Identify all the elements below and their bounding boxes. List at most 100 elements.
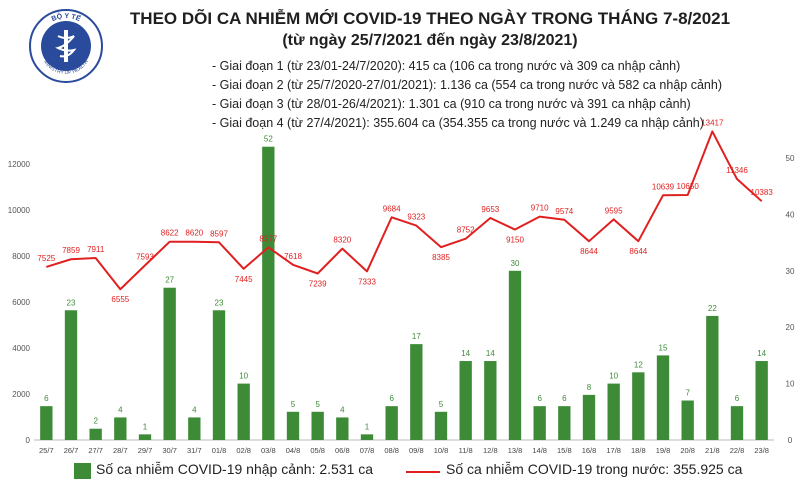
line-value-label: 9653 (481, 205, 499, 214)
x-axis-tick: 18/8 (631, 446, 646, 455)
phase-2-note: - Giai đoạn 2 (từ 25/7/2020-27/01/2021):… (212, 78, 722, 92)
legend-line-label: Số ca nhiễm COVID-19 trong nước: 355.925… (446, 461, 743, 477)
line-value-label: 9150 (506, 236, 524, 245)
bar-value-label: 14 (757, 349, 766, 358)
x-axis-tick: 14/8 (532, 446, 547, 455)
x-axis-tick: 13/8 (508, 446, 523, 455)
bar (582, 394, 596, 440)
chart-subtitle: (từ ngày 25/7/2021 đến ngày 23/8/2021) (282, 32, 578, 49)
bar-value-label: 6 (735, 394, 740, 403)
right-axis-tick: 0 (788, 436, 793, 445)
bar (484, 361, 497, 440)
bar-value-label: 12 (634, 360, 643, 369)
bar-value-label: 14 (486, 349, 495, 358)
line-value-label: 7525 (37, 254, 55, 263)
line-value-label: 10639 (652, 182, 675, 191)
x-axis-tick: 17/8 (606, 446, 621, 455)
bar-value-label: 17 (412, 332, 421, 341)
bar (558, 406, 571, 440)
x-axis-tick: 02/8 (236, 446, 251, 455)
x-axis-tick: 20/8 (680, 446, 695, 455)
x-axis-tick: 03/8 (261, 446, 276, 455)
x-axis-tick: 23/8 (754, 446, 769, 455)
left-axis-tick: 10000 (8, 206, 31, 215)
bar-value-label: 7 (685, 389, 690, 398)
line-series (46, 130, 763, 291)
bar (533, 406, 546, 440)
bar (89, 428, 102, 440)
x-axis-tick: 26/7 (64, 446, 79, 455)
bar-value-label: 1 (143, 422, 148, 431)
right-axis-tick: 30 (786, 267, 795, 276)
line-value-label: 9684 (383, 204, 401, 213)
bar-value-label: 4 (118, 405, 123, 414)
legend-bar-label: Số ca nhiễm COVID-19 nhập cảnh: 2.531 ca (96, 461, 374, 477)
bar-value-label: 1 (365, 422, 370, 431)
bar (410, 344, 423, 440)
line-value-label: 11346 (726, 166, 748, 175)
bar (138, 434, 152, 440)
bar (434, 411, 448, 440)
line-value-label: 6555 (111, 295, 129, 304)
bar-value-label: 4 (192, 405, 197, 414)
bar (64, 310, 78, 440)
x-axis-tick: 22/8 (730, 446, 745, 455)
bar (706, 315, 719, 440)
bar (114, 417, 127, 440)
bar-value-label: 27 (165, 276, 174, 285)
line-value-label: 8752 (457, 226, 475, 235)
x-axis-tick: 25/7 (39, 446, 54, 455)
bar (755, 361, 768, 440)
bar (360, 434, 374, 440)
line-value-label: 8385 (432, 253, 450, 262)
bar-value-label: 23 (67, 298, 76, 307)
bar-value-label: 6 (562, 394, 567, 403)
x-axis-tick: 31/7 (187, 446, 202, 455)
bar (311, 411, 324, 440)
x-axis-tick: 29/7 (138, 446, 153, 455)
bar-value-label: 10 (239, 372, 248, 381)
bar-value-label: 6 (44, 394, 49, 403)
left-axis-tick: 8000 (12, 252, 30, 261)
line-value-label: 7911 (87, 245, 105, 254)
right-axis-tick: 10 (786, 380, 795, 389)
bar (262, 146, 275, 440)
x-axis-tick: 09/8 (409, 446, 424, 455)
bar (681, 400, 694, 440)
bar (237, 383, 250, 440)
left-axis-tick: 2000 (12, 390, 30, 399)
line-value-label: 10650 (677, 182, 700, 191)
x-axis-tick: 30/7 (162, 446, 177, 455)
bar (607, 383, 620, 440)
phase-1-note: - Giai đoạn 1 (từ 23/01-24/7/2020): 415 … (212, 59, 681, 73)
bar (656, 355, 670, 440)
bar (385, 406, 398, 440)
line-value-label: 7333 (358, 277, 376, 286)
bar (459, 361, 472, 440)
left-axis-tick: 6000 (12, 298, 30, 307)
line-value-label: 9574 (555, 207, 573, 216)
ministry-logo: BỘ Y TẾ MINISTRY OF HEALTH (28, 8, 104, 84)
x-axis-tick: 11/8 (459, 446, 473, 455)
line-value-label: 10383 (751, 188, 774, 197)
phase-3-note: - Giai đoạn 3 (từ 28/01-26/4/2021): 1.30… (212, 97, 691, 111)
line-value-label: 7859 (62, 246, 80, 255)
bar-value-label: 10 (609, 372, 618, 381)
bar-value-label: 6 (537, 394, 542, 403)
bar (730, 406, 744, 440)
bar (40, 406, 53, 440)
bar (286, 411, 300, 440)
line-value-label: 8620 (185, 229, 203, 238)
line-value-label: 7593 (136, 252, 154, 261)
bar (212, 310, 226, 440)
left-axis-tick: 0 (26, 436, 31, 445)
right-axis-tick: 40 (786, 210, 795, 219)
bar-value-label: 6 (389, 394, 394, 403)
bar (188, 417, 201, 440)
x-axis-tick: 04/8 (286, 446, 301, 455)
x-axis-tick: 16/8 (582, 446, 597, 455)
right-axis-tick: 50 (786, 154, 795, 163)
x-axis-tick: 28/7 (113, 446, 128, 455)
bar-value-label: 14 (461, 349, 470, 358)
